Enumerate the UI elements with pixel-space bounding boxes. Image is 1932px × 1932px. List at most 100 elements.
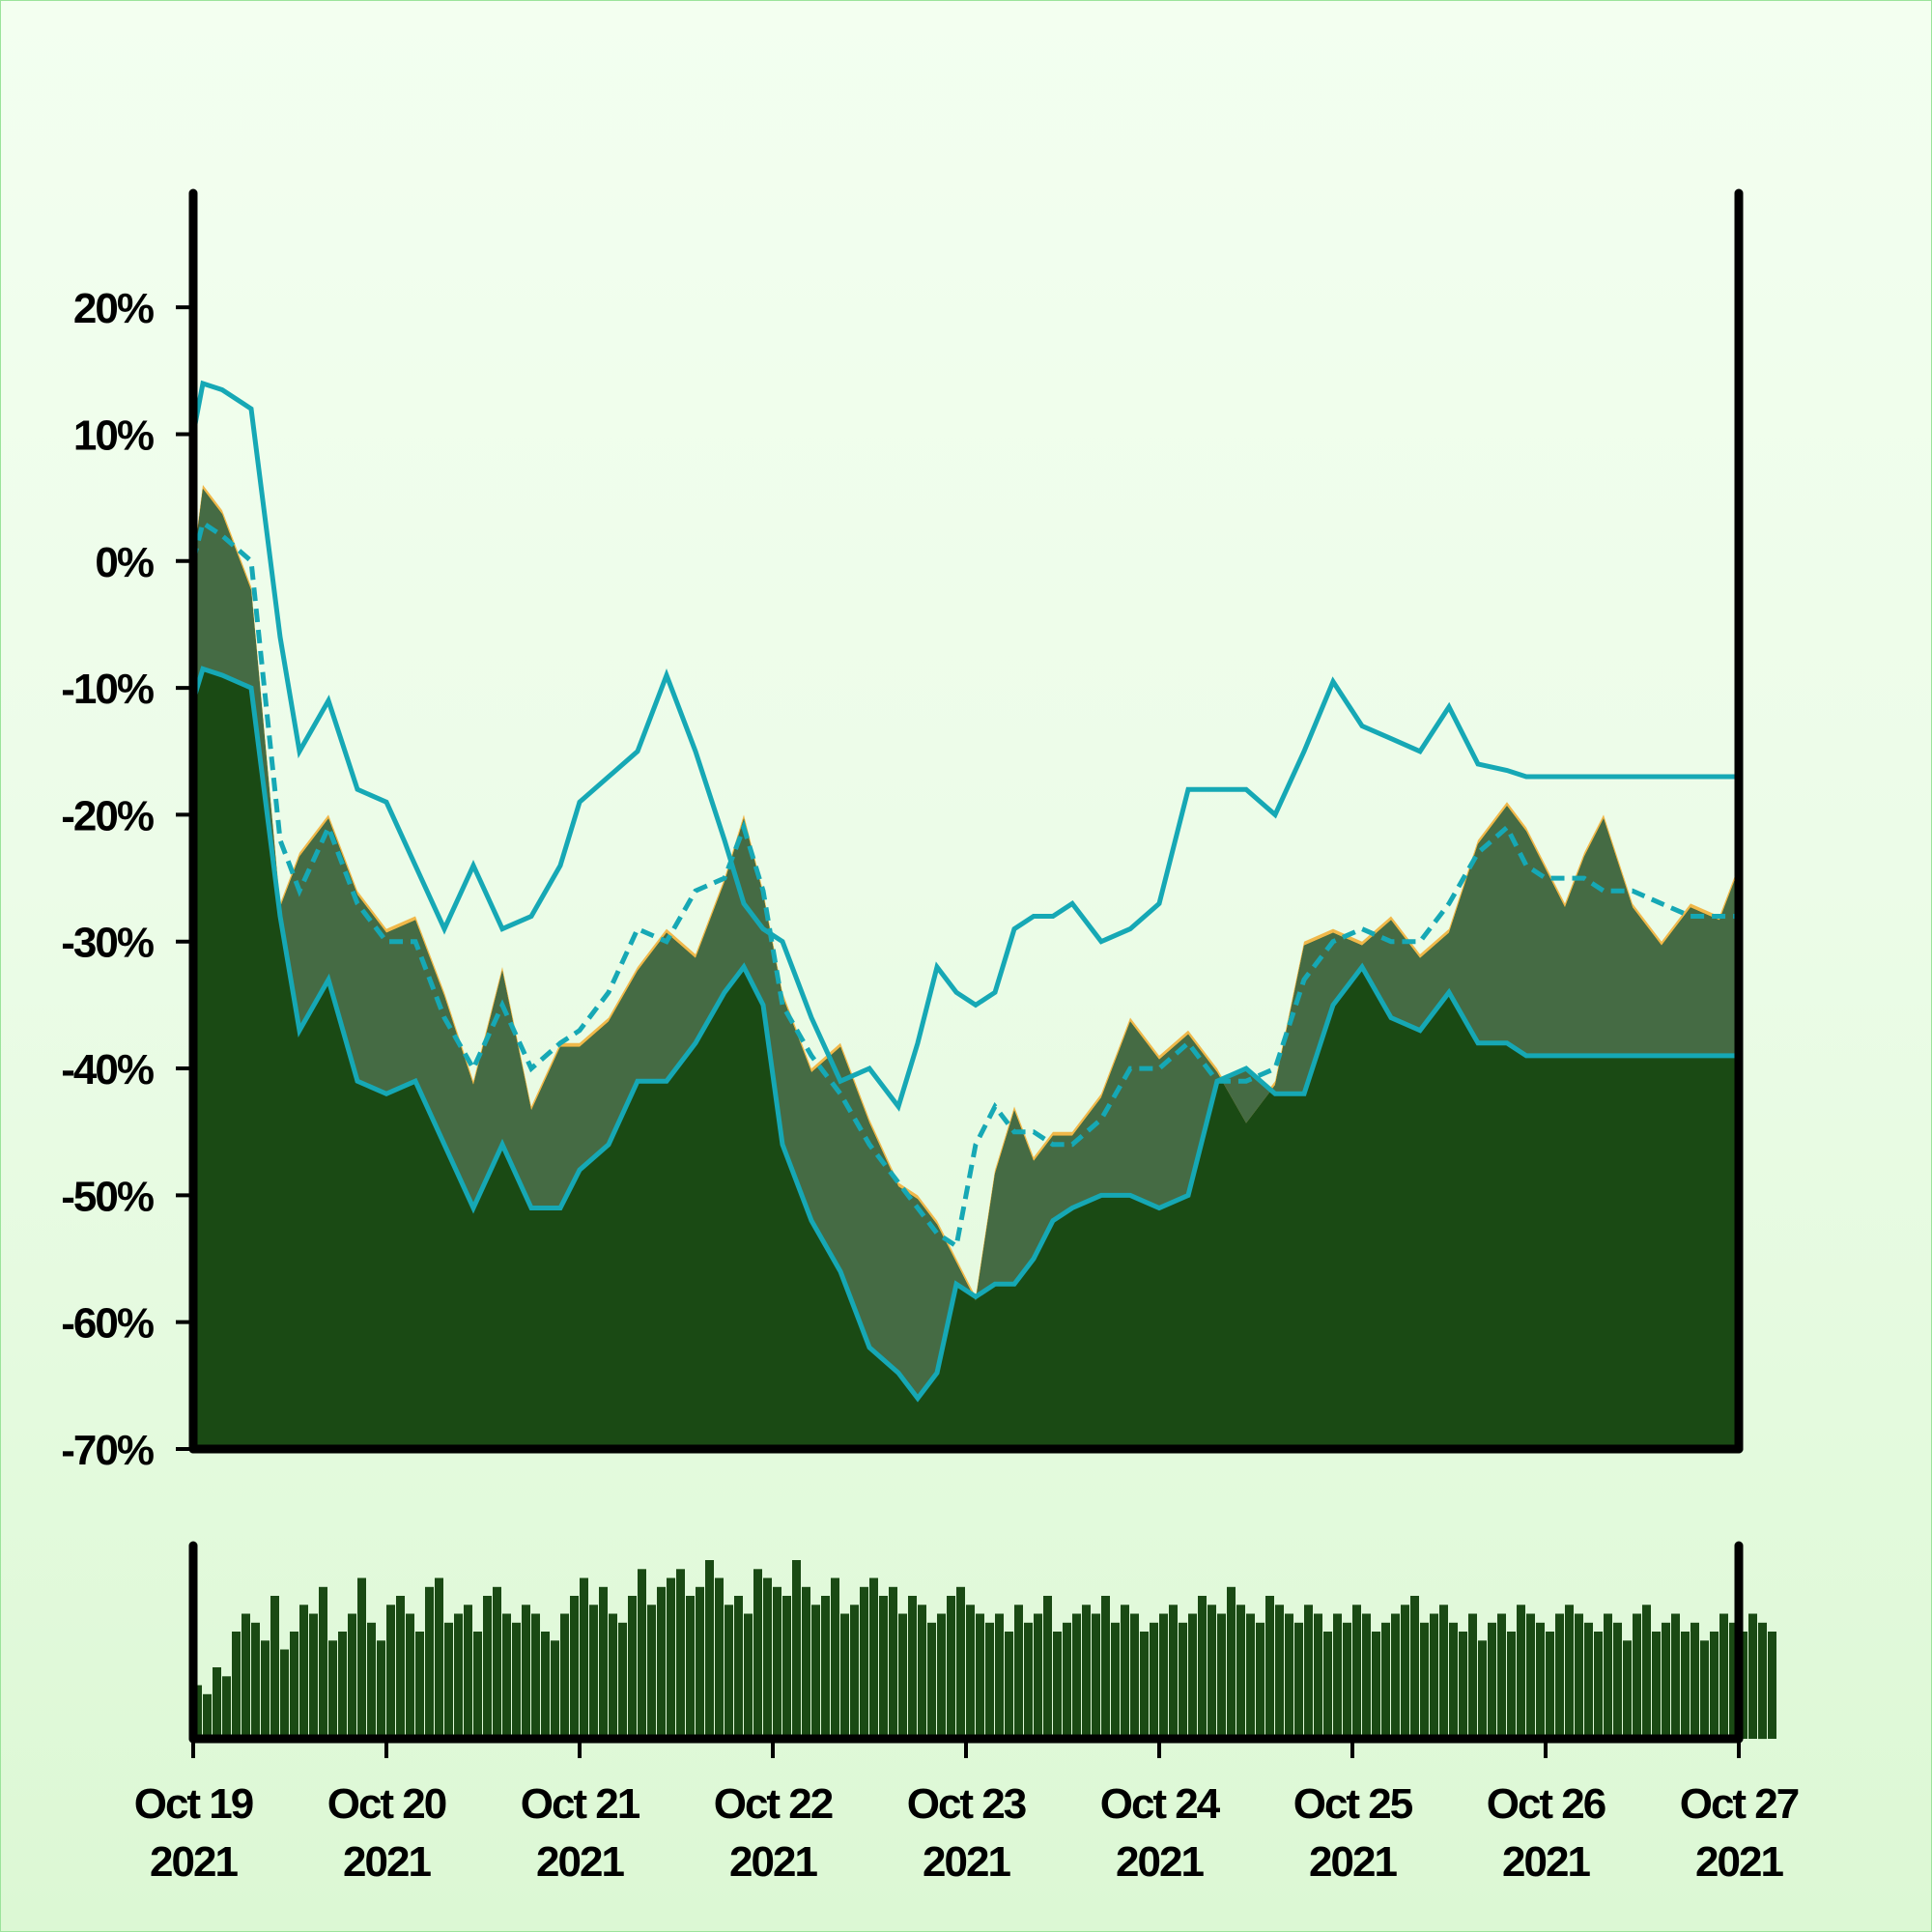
x-tick-label-day: Oct 24 bbox=[1100, 1780, 1221, 1828]
y-tick-label: -10% bbox=[61, 666, 154, 713]
x-tick-label-day: Oct 23 bbox=[907, 1780, 1026, 1828]
volume-bar bbox=[415, 1632, 424, 1739]
volume-bar bbox=[976, 1613, 984, 1739]
volume-bar bbox=[1729, 1622, 1738, 1740]
x-tick-label-day: Oct 20 bbox=[327, 1780, 446, 1828]
volume-bar bbox=[686, 1596, 695, 1739]
volume-bar bbox=[898, 1613, 907, 1739]
volume-bar bbox=[850, 1605, 859, 1740]
x-tick-label-year: 2021 bbox=[536, 1838, 624, 1886]
volume-bar bbox=[811, 1605, 820, 1740]
y-tick-label: 20% bbox=[73, 285, 154, 332]
volume-bar bbox=[618, 1622, 627, 1740]
volume-bar bbox=[464, 1605, 472, 1740]
volume-bar bbox=[1082, 1605, 1091, 1740]
volume-bar bbox=[773, 1586, 781, 1740]
volume-bar bbox=[667, 1577, 675, 1739]
y-tick-label: -40% bbox=[61, 1046, 154, 1094]
volume-bar bbox=[1169, 1605, 1178, 1740]
volume-bar bbox=[1217, 1613, 1226, 1739]
volume-bar bbox=[454, 1613, 463, 1739]
volume-bar bbox=[338, 1632, 347, 1739]
volume-bar bbox=[782, 1596, 791, 1739]
volume-bar bbox=[1507, 1632, 1516, 1739]
volume-bar bbox=[1043, 1596, 1052, 1739]
volume-bar bbox=[638, 1569, 646, 1740]
volume-bar bbox=[1236, 1605, 1245, 1740]
volume-bar bbox=[1372, 1632, 1380, 1739]
volume-bar bbox=[1034, 1613, 1042, 1739]
volume-bar bbox=[1352, 1605, 1361, 1740]
volume-bar bbox=[956, 1586, 965, 1740]
volume-bar bbox=[1439, 1605, 1448, 1740]
volume-bar bbox=[1179, 1622, 1187, 1740]
volume-bar bbox=[1613, 1622, 1622, 1740]
volume-bar bbox=[792, 1560, 801, 1739]
x-tick-label-day: Oct 22 bbox=[714, 1780, 833, 1828]
volume-bar bbox=[1014, 1605, 1023, 1740]
volume-bar bbox=[831, 1577, 839, 1739]
volume-bar bbox=[1275, 1605, 1284, 1740]
volume-bar bbox=[1208, 1605, 1216, 1740]
volume-bar bbox=[927, 1622, 936, 1740]
volume-bar bbox=[802, 1586, 810, 1740]
volume-bar bbox=[232, 1632, 241, 1739]
volume-bar bbox=[1256, 1622, 1264, 1740]
x-tick-label-year: 2021 bbox=[1502, 1838, 1590, 1886]
volume-bar bbox=[1681, 1632, 1690, 1739]
volume-bar bbox=[531, 1613, 540, 1739]
volume-bar bbox=[1410, 1596, 1419, 1739]
volume-bar bbox=[1555, 1613, 1564, 1739]
volume-bar bbox=[1662, 1622, 1670, 1740]
volume-bar bbox=[1101, 1596, 1110, 1739]
volume-bar bbox=[696, 1586, 704, 1740]
volume-bar bbox=[1343, 1622, 1351, 1740]
volume-bar bbox=[985, 1622, 994, 1740]
volume-bar bbox=[290, 1632, 298, 1739]
volume-bar bbox=[1710, 1632, 1719, 1739]
volume-bar bbox=[753, 1569, 762, 1740]
volume-bar bbox=[1604, 1613, 1612, 1739]
volume-bar bbox=[1304, 1605, 1313, 1740]
x-tick-label-day: Oct 19 bbox=[134, 1780, 253, 1828]
volume-bar bbox=[1449, 1622, 1458, 1740]
x-tick-label-day: Oct 27 bbox=[1680, 1780, 1799, 1828]
volume-bar bbox=[270, 1596, 279, 1739]
y-tick-label: 10% bbox=[73, 412, 154, 459]
volume-bar bbox=[493, 1586, 501, 1740]
volume-bar bbox=[377, 1640, 385, 1740]
volume-bar bbox=[821, 1596, 830, 1739]
volume-bar bbox=[1362, 1613, 1371, 1739]
volume-bar bbox=[937, 1613, 946, 1739]
volume-bar bbox=[1478, 1640, 1487, 1740]
x-tick-label-year: 2021 bbox=[1695, 1838, 1783, 1886]
volume-bar bbox=[1294, 1622, 1303, 1740]
volume-bar bbox=[995, 1613, 1004, 1739]
volume-bar bbox=[947, 1596, 955, 1739]
volume-bar bbox=[1111, 1622, 1120, 1740]
volume-bar bbox=[357, 1577, 366, 1739]
x-tick-label-year: 2021 bbox=[343, 1838, 431, 1886]
volume-bar bbox=[715, 1577, 724, 1739]
x-tick-label-day: Oct 25 bbox=[1293, 1780, 1413, 1828]
volume-bar bbox=[1748, 1613, 1757, 1739]
volume-bar bbox=[1517, 1605, 1525, 1740]
volume-bar bbox=[1092, 1613, 1100, 1739]
volume-bar bbox=[512, 1622, 521, 1740]
volume-bar bbox=[840, 1613, 849, 1739]
volume-bar bbox=[1700, 1640, 1709, 1740]
volume-bar bbox=[1459, 1632, 1467, 1739]
volume-bar bbox=[1150, 1622, 1158, 1740]
volume-bar bbox=[676, 1569, 685, 1740]
volume-bar bbox=[1024, 1622, 1033, 1740]
volume-bar bbox=[966, 1605, 975, 1740]
volume-bar bbox=[1623, 1640, 1632, 1740]
y-tick-label: -20% bbox=[61, 792, 154, 839]
y-axis-ticks: 20% 10% 0% -10% -20% -30% -40% -50% -60% -70% bbox=[61, 285, 193, 1474]
volume-bar bbox=[1652, 1632, 1661, 1739]
volume-bar bbox=[483, 1596, 492, 1739]
volume-bar bbox=[309, 1613, 318, 1739]
volume-bar bbox=[1690, 1622, 1699, 1740]
x-tick-label-day: Oct 21 bbox=[521, 1780, 640, 1828]
